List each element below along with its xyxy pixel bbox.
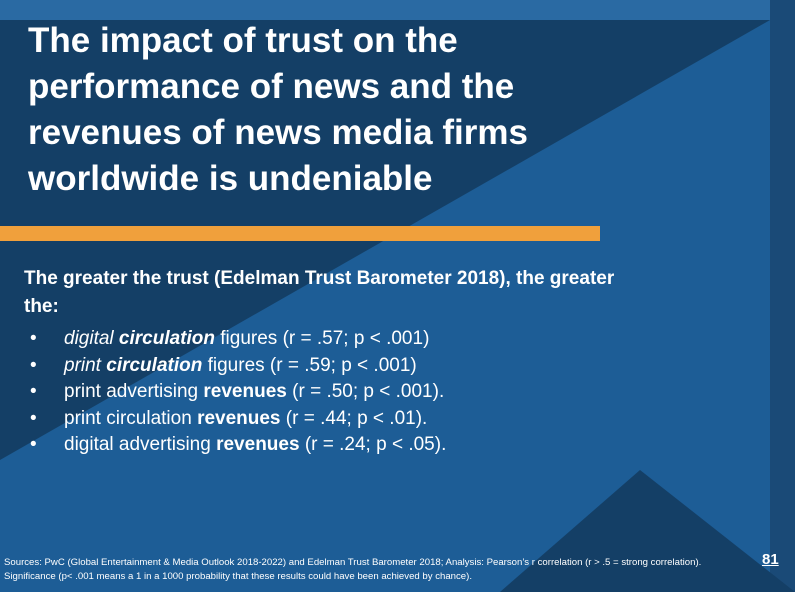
bullet-emphasis: revenues xyxy=(197,407,281,429)
bullet-text: print circulation xyxy=(64,407,198,429)
bullet-text: figures (r = .59; p < .001) xyxy=(202,354,417,376)
sources-footnote: Sources: PwC (Global Entertainment & Med… xyxy=(4,557,702,582)
bullet-marker: • xyxy=(30,381,37,402)
bullet-emphasis: revenues xyxy=(216,434,300,455)
bullet-text: digital advertising xyxy=(64,434,217,455)
lead-text: The greater the trust (Edelman Trust Bar… xyxy=(24,268,615,317)
bullet-text: print xyxy=(64,354,107,376)
slide-title: The impact of trust on the performance o… xyxy=(28,21,528,198)
bullet-marker: • xyxy=(30,434,37,455)
right-strip xyxy=(770,0,795,592)
bullet-item-print-circulation-revenues: • print circulation revenues (r = .44; p… xyxy=(24,406,446,433)
bullet-text: print advertising xyxy=(64,381,204,402)
bullet-emphasis: revenues xyxy=(203,381,287,402)
bullet-marker: • xyxy=(30,407,37,429)
bullet-emphasis: circulation xyxy=(106,354,203,376)
bullet-text: (r = .50; p < .001). xyxy=(286,381,445,402)
bullet-text: digital xyxy=(64,328,119,349)
bullet-marker: • xyxy=(30,328,37,349)
bullet-emphasis: circulation xyxy=(118,328,215,349)
accent-bar xyxy=(0,226,600,241)
bullet-item-digital-circulation: • digital circulation figures (r = .57; … xyxy=(24,326,446,353)
bullet-text: (r = .24; p < .05). xyxy=(299,434,447,455)
bullet-item-print-circulation: • print circulation figures (r = .59; p … xyxy=(24,353,446,380)
bullet-text: (r = .44; p < .01). xyxy=(280,407,428,429)
dark-triangle-bottom xyxy=(500,470,795,592)
bullet-marker: • xyxy=(30,354,37,376)
bullet-item-print-advertising-revenues: • print advertising revenues (r = .50; p… xyxy=(24,379,446,406)
bullet-list: • digital circulation figures (r = .57; … xyxy=(24,326,446,459)
page-number: 81 xyxy=(762,551,779,568)
top-band xyxy=(0,0,795,20)
bullet-item-digital-advertising-revenues: • digital advertising revenues (r = .24;… xyxy=(24,432,446,459)
bullet-text: figures (r = .57; p < .001) xyxy=(215,328,430,349)
